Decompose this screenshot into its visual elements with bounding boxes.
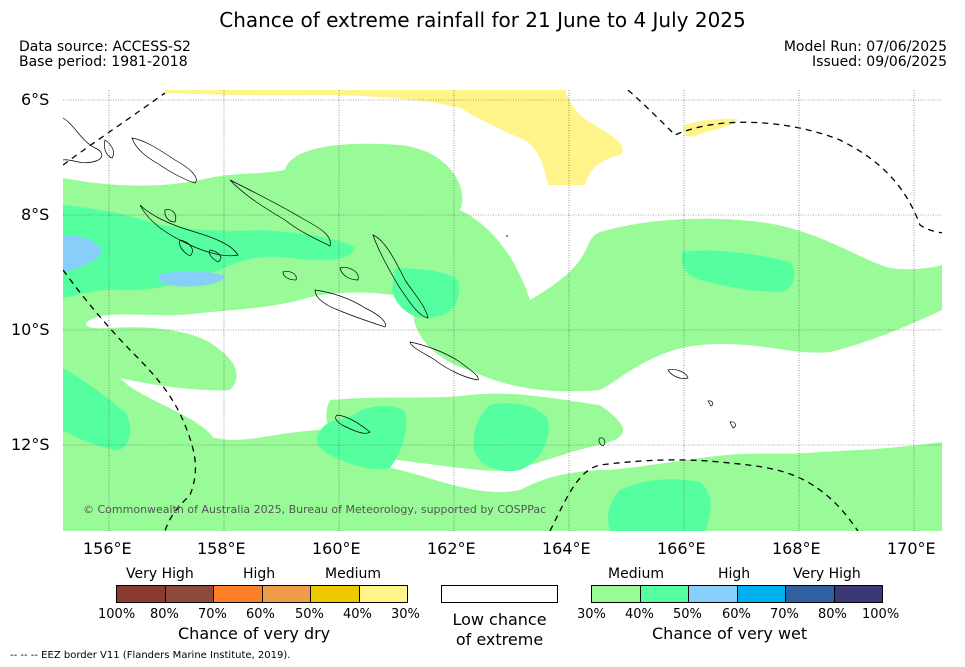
copyright-watermark: © Commonwealth of Australia 2025, Bureau…: [83, 503, 547, 516]
high-wet-region-southwest: [63, 368, 131, 450]
wet-swatch-5: [833, 585, 883, 603]
wet-high-label: High: [718, 566, 751, 582]
lon-label-162e: 162°E: [427, 539, 476, 558]
wet-tick-80: 80%: [818, 607, 847, 622]
high-wet-region-south-mid: [473, 403, 549, 472]
medium-wet-region-south: [63, 370, 942, 531]
small-island-marker: [506, 235, 508, 237]
lon-label-160e: 160°E: [312, 539, 361, 558]
lat-label-10s: 10°S: [11, 320, 50, 339]
dry-tick-30: 30%: [391, 607, 420, 622]
dry-swatch-3: [261, 585, 311, 603]
lon-label-166e: 166°E: [657, 539, 706, 558]
dry-medium-label: Medium: [325, 566, 381, 582]
high-wet-region-central: [392, 268, 460, 319]
wet-tick-30: 30%: [577, 607, 606, 622]
dry-very-high-label: Very High: [126, 566, 194, 582]
high-wet-region-west: [63, 205, 355, 298]
lon-label-168e: 168°E: [772, 539, 821, 558]
medium-dry-region-northeast: [684, 118, 738, 137]
dry-legend-title: Chance of very dry: [178, 624, 331, 643]
lon-label-156e: 156°E: [83, 539, 132, 558]
data-source: Data source: ACCESS-S2: [19, 39, 191, 55]
wet-tick-60: 60%: [722, 607, 751, 622]
wet-swatch-0: [591, 585, 641, 603]
dry-swatch-0: [116, 585, 166, 603]
medium-dry-region-north: [165, 90, 623, 185]
dry-tick-80: 80%: [150, 607, 179, 622]
dry-swatch-2: [213, 585, 263, 603]
rainfall-map: [63, 90, 942, 531]
low-chance-label-line1: Low chance: [452, 610, 547, 629]
coastlines: [63, 117, 736, 447]
model-run: Model Run: 07/06/2025: [783, 39, 947, 55]
lon-label-158e: 158°E: [197, 539, 246, 558]
issued-date: Issued: 09/06/2025: [812, 54, 947, 70]
wet-swatch-4: [785, 585, 835, 603]
wet-swatch-1: [639, 585, 689, 603]
lat-label-6s: 6°S: [21, 90, 50, 109]
dry-swatch-5: [358, 585, 408, 603]
lat-label-12s: 12°S: [11, 435, 50, 454]
dry-swatch-4: [310, 585, 360, 603]
very-high-wet-region-small: [158, 271, 225, 287]
lon-label-164e: 164°E: [542, 539, 591, 558]
low-chance-swatch: [441, 585, 558, 603]
map-title: Chance of extreme rainfall for 21 June t…: [219, 8, 746, 32]
eez-footnote: -- -- -- EEZ border V11 (Flanders Marine…: [10, 650, 291, 661]
dry-tick-50: 50%: [295, 607, 324, 622]
wet-legend-title: Chance of very wet: [652, 624, 808, 643]
graticule: [63, 90, 942, 531]
wet-medium-label: Medium: [608, 566, 664, 582]
wet-very-high-label: Very High: [793, 566, 861, 582]
low-chance-label-line2: of extreme: [455, 630, 544, 649]
base-period: Base period: 1981-2018: [19, 54, 188, 70]
wet-tick-50: 50%: [673, 607, 702, 622]
wet-swatch-2: [688, 585, 738, 603]
dry-high-label: High: [243, 566, 276, 582]
map-canvas: [63, 90, 942, 531]
high-wet-region-southeast: [608, 479, 711, 531]
dry-swatch-1: [164, 585, 214, 603]
very-high-wet-region-west: [63, 235, 102, 272]
wet-swatch-3: [736, 585, 786, 603]
lon-label-170e: 170°E: [887, 539, 936, 558]
high-wet-region-east: [681, 250, 795, 292]
dry-tick-40: 40%: [343, 607, 372, 622]
wet-tick-70: 70%: [770, 607, 799, 622]
wet-tick-100: 100%: [862, 607, 900, 622]
dry-tick-60: 60%: [246, 607, 275, 622]
lat-label-8s: 8°S: [21, 205, 50, 224]
dry-tick-70: 70%: [198, 607, 227, 622]
eez-borders: [63, 90, 942, 531]
dry-tick-100: 100%: [98, 607, 136, 622]
wet-tick-40: 40%: [625, 607, 654, 622]
